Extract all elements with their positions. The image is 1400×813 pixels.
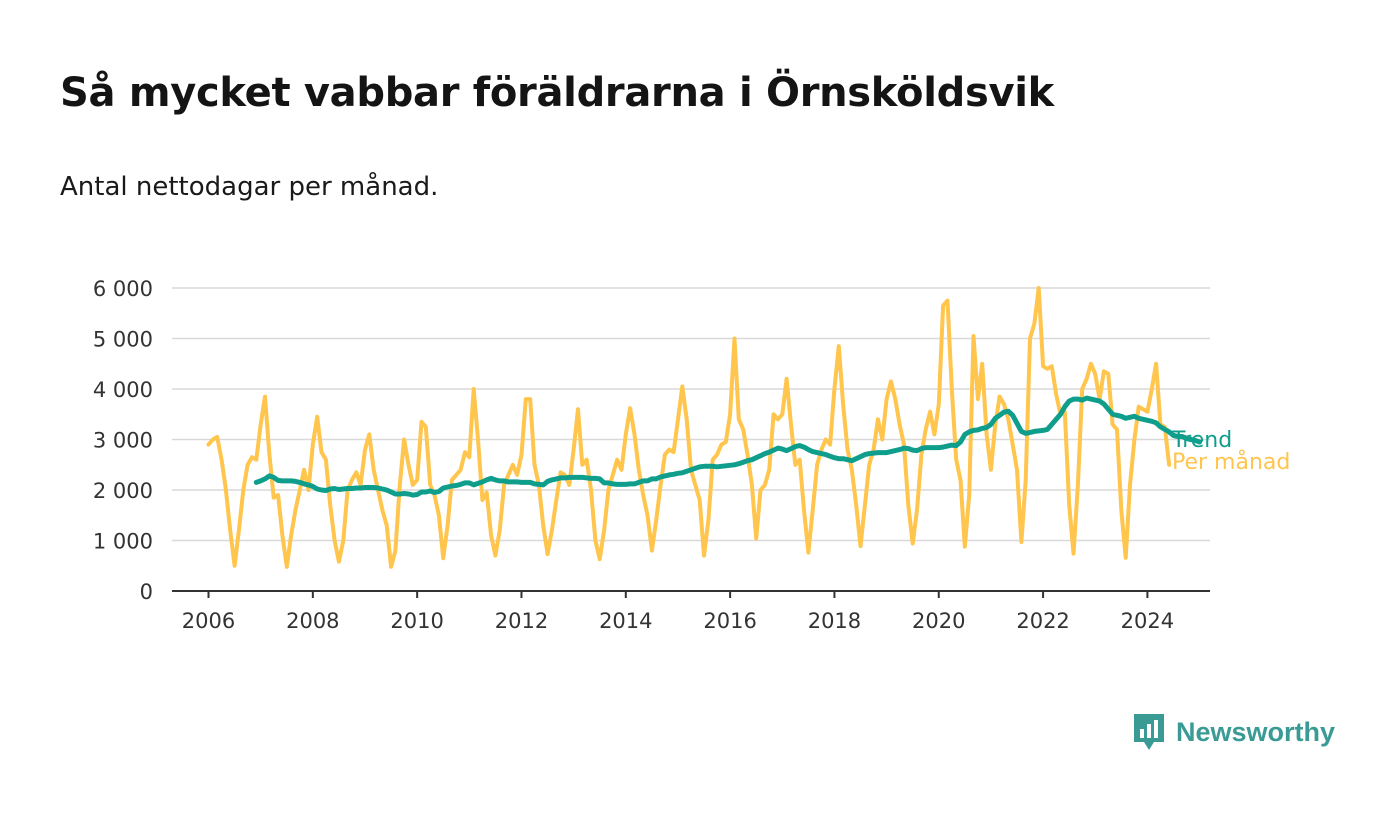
x-tick-label: 2020 — [912, 609, 965, 633]
y-tick-label: 1 000 — [93, 530, 153, 554]
y-tick-label: 2 000 — [93, 479, 153, 503]
x-tick-label: 2006 — [182, 609, 235, 633]
series-label: Per månad — [1172, 449, 1290, 475]
series-label: Trend — [1171, 428, 1232, 453]
x-tick-label: 2022 — [1016, 609, 1069, 633]
x-tick-label: 2018 — [808, 609, 861, 633]
y-tick-label: 3 000 — [93, 429, 153, 453]
x-tick-label: 2016 — [703, 609, 756, 633]
brand-name: Newsworthy — [1176, 716, 1336, 747]
x-tick-label: 2024 — [1121, 609, 1174, 633]
y-tick-label: 4 000 — [93, 378, 153, 402]
newsworthy-logo-icon — [1134, 714, 1164, 750]
x-tick-label: 2012 — [495, 609, 548, 633]
chart-title: Så mycket vabbar föräldrarna i Örnskölds… — [60, 70, 1054, 116]
grid-lines — [172, 287, 1210, 542]
series-line-trend — [253, 395, 1203, 498]
newsworthy-logo: Newsworthy — [1132, 712, 1335, 752]
x-tick-label: 2008 — [286, 609, 339, 633]
series-line-per-m-nad — [206, 286, 1172, 569]
y-axis-ticks: 0 1 000 2 000 3 000 4 000 5 000 6 000 — [93, 277, 153, 604]
series-lines — [206, 286, 1203, 569]
x-axis: 2006 2008 2010 2012 2014 2016 2018 2020 2022 2024 — [172, 590, 1210, 633]
y-tick-label: 5 000 — [93, 328, 153, 352]
y-tick-label: 6 000 — [93, 277, 153, 301]
x-tick-label: 2014 — [599, 609, 652, 633]
chart-subtitle: Antal nettodagar per månad. — [60, 172, 439, 202]
y-tick-label: 0 — [140, 580, 153, 604]
x-tick-label: 2010 — [390, 609, 443, 633]
